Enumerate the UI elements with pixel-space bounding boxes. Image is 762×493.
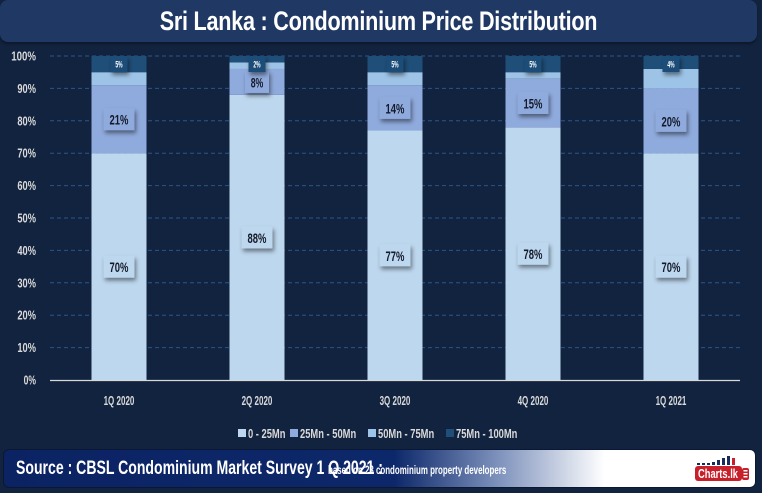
data-label-box [248, 56, 266, 72]
data-label-75mn-100mn: 4% [662, 56, 680, 72]
data-label-box [110, 56, 128, 72]
y-tick-label: 10% [17, 340, 36, 355]
bar-segment-50mn-75mn [367, 72, 423, 86]
data-label-75mn-100mn: 5% [110, 56, 128, 72]
data-label-text: 78% [524, 246, 543, 262]
legend-item-0-25mn: 0 - 25Mn [238, 426, 286, 441]
legend-item-25mn-50mn: 25Mn - 50Mn [290, 426, 364, 441]
data-label-text: 14% [386, 100, 405, 116]
legend-swatch [290, 429, 299, 437]
data-label-0-25mn: 78% [517, 242, 549, 265]
legend-item-75mn-100mn: 75Mn - 100Mn [446, 426, 527, 441]
data-label-box [379, 244, 411, 267]
x-tick-label: 1Q 2021 [656, 393, 687, 408]
legend-label: 25Mn - 50Mn [300, 425, 357, 441]
x-tick-label: 3Q 2020 [380, 393, 411, 408]
legend-swatch [368, 429, 377, 437]
x-axis-tick-labels: 1Q 2020 2Q 2020 3Q 2020 4Q 2020 1Q 2021 [104, 393, 687, 408]
data-label-75mn-100mn: 5% [386, 56, 404, 72]
data-label-text: 88% [248, 230, 267, 246]
bar-stack-1q-2020 [91, 56, 147, 380]
data-label-box [517, 91, 549, 114]
footer-source-bar: Source : CBSL Condominium Market Survey … [3, 449, 756, 488]
bar-stack-1q-2021 [643, 56, 699, 380]
thumbs-up-icon [742, 468, 749, 480]
charts-lk-logo: Charts.lk [695, 456, 749, 481]
data-label-text: 2% [253, 60, 260, 70]
chart-title: Sri Lanka : Condominium Price Distributi… [159, 5, 598, 36]
data-label-text: 77% [386, 248, 405, 264]
legend-swatch [446, 429, 455, 437]
data-label-text: 4% [667, 60, 674, 70]
y-tick-label: 70% [17, 146, 36, 161]
source-text: Source : CBSL Condominium Market Survey … [16, 457, 383, 479]
data-label-25mn-50mn: 14% [379, 96, 411, 119]
y-tick-label: 80% [17, 113, 36, 128]
data-labels: 70% 21% 5% 88% 8% 2% 77% 14% 5% 78% 15% 5% 70% 20% 4% [103, 56, 687, 278]
data-label-25mn-50mn: 20% [655, 109, 687, 132]
data-label-text: 5% [391, 60, 398, 70]
data-label-0-25mn: 77% [379, 244, 411, 267]
chart-legend: 0 - 25Mn 25Mn - 50Mn 50Mn - 75Mn 75Mn - 100… [0, 424, 762, 442]
data-label-box [245, 70, 269, 93]
data-label-box [379, 96, 411, 119]
y-tick-label: 90% [17, 81, 36, 96]
y-axis-tick-labels: 0% 10% 20% 30% 40% 50% 60% 70% 80% 90% 100% [11, 49, 36, 388]
bar-segment-50mn-75mn [643, 68, 699, 89]
data-label-75mn-100mn: 5% [524, 56, 542, 72]
data-label-box [386, 56, 404, 72]
x-tick-label: 1Q 2020 [104, 393, 135, 408]
data-label-box [655, 109, 687, 132]
data-label-text: 5% [115, 60, 122, 70]
bar-segment-50mn-75mn [505, 72, 561, 79]
bar-stack-2q-2020 [229, 56, 285, 380]
data-label-box [103, 255, 135, 278]
y-tick-label: 0% [24, 373, 37, 388]
data-label-text: 5% [529, 60, 536, 70]
legend-label: 50Mn - 75Mn [378, 425, 435, 441]
data-label-0-25mn: 70% [655, 255, 687, 278]
data-label-75mn-100mn: 2% [248, 56, 266, 72]
data-label-text: 20% [662, 113, 681, 129]
logo-badge [695, 466, 742, 481]
bar-segment-50mn-75mn [91, 72, 147, 86]
legend-label: 75Mn - 100Mn [456, 425, 518, 441]
x-tick-label: 4Q 2020 [518, 393, 549, 408]
legend-swatch [238, 429, 247, 437]
data-label-0-25mn: 88% [241, 226, 273, 249]
data-label-0-25mn: 70% [103, 255, 135, 278]
y-tick-label: 100% [11, 49, 36, 64]
data-label-25mn-50mn: 8% [245, 70, 269, 93]
data-label-text: 8% [251, 74, 264, 90]
y-tick-label: 50% [17, 211, 36, 226]
data-label-box [103, 108, 135, 131]
data-label-25mn-50mn: 15% [517, 91, 549, 114]
x-tick-label: 2Q 2020 [242, 393, 273, 408]
title-bar: Sri Lanka : Condominium Price Distributi… [0, 0, 757, 42]
y-tick-label: 20% [17, 308, 36, 323]
y-tick-label: 30% [17, 275, 36, 290]
data-label-text: 70% [662, 259, 681, 275]
data-label-text: 21% [110, 112, 129, 128]
data-label-box [517, 242, 549, 265]
data-label-box [524, 56, 542, 72]
y-tick-label: 40% [17, 243, 36, 258]
source-note: based on 23 condominium property develop… [328, 463, 507, 477]
y-tick-label: 60% [17, 178, 36, 193]
data-label-25mn-50mn: 21% [103, 108, 135, 131]
legend-label: 0 - 25Mn [248, 425, 286, 441]
logo-bars-icon [697, 456, 735, 465]
data-label-text: 70% [110, 259, 129, 275]
data-label-box [241, 226, 273, 249]
legend-item-50mn-75mn: 50Mn - 75Mn [368, 426, 442, 441]
data-label-text: 15% [524, 95, 543, 111]
data-label-box [655, 255, 687, 278]
data-label-box [662, 56, 680, 72]
logo-text: Charts.lk [698, 466, 739, 481]
